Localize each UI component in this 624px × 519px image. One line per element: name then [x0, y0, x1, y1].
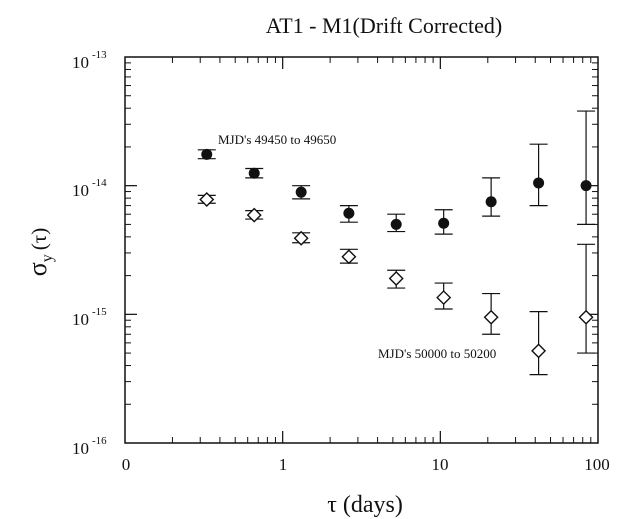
svg-text:10: 10 [72, 310, 89, 329]
y-tick-label-1e-14: 10 -14 [72, 177, 107, 200]
svg-text:10: 10 [72, 181, 89, 200]
series-filled-circles [197, 110, 596, 235]
data-point-open-diamond [578, 309, 594, 325]
y-axis-label: σy(τ) [23, 228, 56, 276]
data-point-open-diamond [293, 230, 309, 246]
y-tick-label-1e-13: 10 -13 [72, 49, 107, 72]
data-point-open-diamond [436, 290, 452, 306]
data-point-open-diamond [341, 249, 357, 265]
annotation-series-2: MJD's 50000 to 50200 [378, 346, 496, 361]
data-point-filled-circle [438, 217, 450, 229]
svg-text:-13: -13 [92, 49, 107, 61]
plot-frame [124, 56, 599, 444]
x-tick-label-10: 10 [432, 455, 449, 474]
y-tick-label-1e-15: 10 -15 [72, 306, 107, 329]
y-tick-label-1e-16: 10 -16 [72, 435, 107, 458]
data-point-open-diamond [388, 270, 404, 286]
data-point-open-diamond [531, 343, 547, 359]
svg-text:σy(τ): σy(τ) [23, 228, 56, 276]
data-point-filled-circle [580, 180, 592, 192]
x-tick-label-100: 100 [584, 455, 610, 474]
svg-text:10: 10 [72, 439, 89, 458]
data-point-filled-circle [533, 177, 545, 189]
x-tick-label-0: 0 [122, 455, 131, 474]
svg-text:-14: -14 [92, 177, 107, 189]
annotation-series-1: MJD's 49450 to 49650 [218, 132, 336, 147]
x-axis-label: τ (days) [327, 492, 403, 518]
data-point-filled-circle [390, 218, 402, 230]
svg-text:-15: -15 [92, 306, 107, 318]
axis-ticks [124, 56, 599, 444]
data-point-filled-circle [295, 186, 307, 198]
data-point-open-diamond [246, 207, 262, 223]
chart-title: AT1 - M1(Drift Corrected) [266, 13, 502, 38]
data-point-filled-circle [485, 196, 497, 208]
svg-text:-16: -16 [92, 435, 107, 447]
data-point-filled-circle [201, 148, 213, 160]
data-point-filled-circle [343, 207, 355, 219]
data-point-open-diamond [483, 309, 499, 325]
data-point-open-diamond [199, 192, 215, 208]
data-point-filled-circle [248, 167, 260, 179]
x-tick-label-1: 1 [279, 455, 288, 474]
series-open-diamonds [197, 192, 596, 376]
svg-text:10: 10 [72, 53, 89, 72]
